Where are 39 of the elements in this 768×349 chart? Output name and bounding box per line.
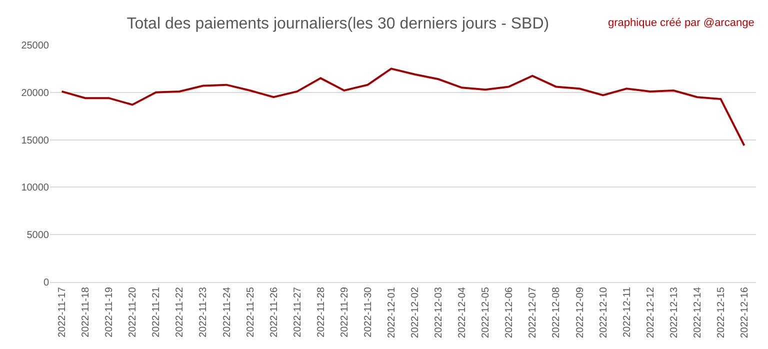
y-tick-label: 5000	[26, 230, 50, 242]
x-tick-label: 2022-11-24	[222, 286, 233, 338]
x-tick-label: 2022-12-14	[692, 286, 704, 338]
x-tick-label: 2022-11-27	[292, 286, 304, 338]
chart-title: Total des paiements journaliers(les 30 derniers jours - SBD)	[126, 16, 550, 33]
x-tick-label: 2022-11-28	[316, 286, 327, 338]
x-tick-label: 2022-11-20	[128, 286, 139, 338]
x-tick-label: 2022-11-23	[198, 286, 210, 338]
x-tick-label: 2022-11-30	[362, 286, 374, 338]
x-tick-label: 2022-11-22	[174, 286, 186, 338]
x-tick-label: 2022-11-26	[268, 286, 280, 338]
x-tick-label: 2022-11-25	[245, 286, 256, 338]
x-tick-label: 2022-11-21	[151, 286, 162, 338]
x-tick-label: 2022-11-19	[104, 286, 116, 338]
x-tick-label: 2022-12-05	[480, 286, 492, 338]
x-tick-label: 2022-12-09	[574, 286, 586, 338]
x-tick-label: 2022-11-29	[339, 286, 350, 338]
x-tick-label: 2022-12-11	[622, 286, 633, 338]
x-tick-label: 2022-11-18	[80, 286, 92, 338]
y-tick-label: 10000	[21, 182, 50, 194]
x-tick-label: 2022-12-15	[716, 286, 727, 338]
y-tick-label: 25000	[21, 40, 50, 52]
line-series	[60, 68, 746, 146]
x-tick-label: 2022-12-10	[598, 286, 610, 338]
y-tick-label: 15000	[21, 135, 50, 146]
x-tick-label: 2022-12-16	[739, 286, 750, 338]
x-tick-label: 2022-12-04	[457, 286, 468, 338]
x-tick-label: 2022-12-02	[410, 286, 422, 338]
x-tick-label: 2022-12-03	[434, 286, 445, 338]
x-tick-label: 2022-12-07	[528, 286, 539, 338]
x-tick-label: 2022-12-12	[645, 286, 656, 338]
x-tick-label: 2022-12-08	[551, 286, 562, 338]
x-tick-label: 2022-12-06	[504, 286, 516, 338]
text: graphique créé par @arcange	[608, 17, 754, 29]
y-tick-label: 0	[43, 278, 50, 288]
x-tick-label: 2022-12-01	[386, 286, 398, 338]
x-tick-label: 2022-11-17	[57, 286, 68, 338]
y-tick-label: 20000	[21, 88, 50, 99]
x-tick-label: 2022-12-13	[668, 286, 680, 338]
